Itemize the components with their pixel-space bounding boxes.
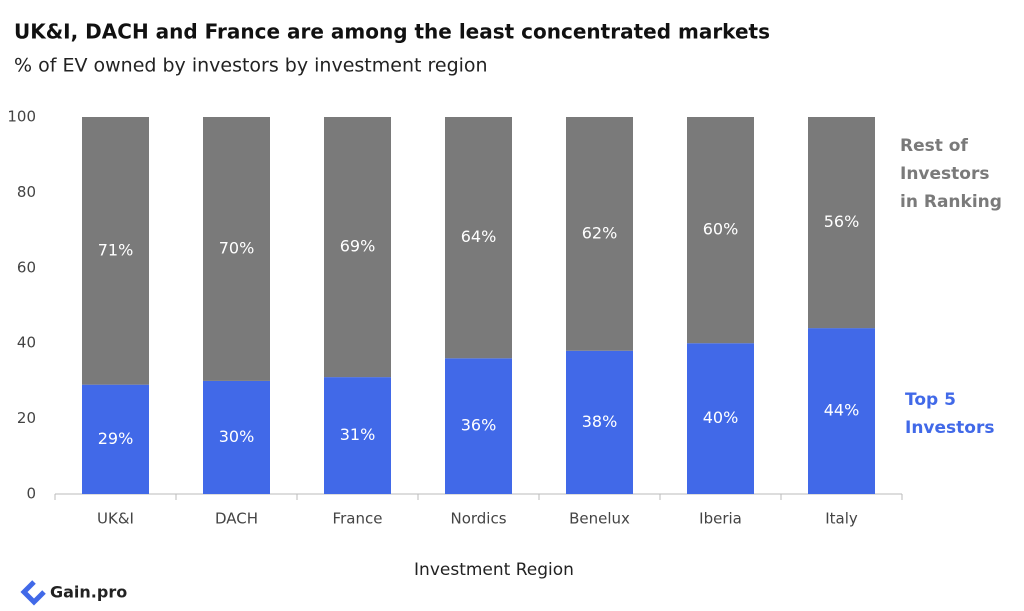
bar-segment <box>324 377 391 494</box>
y-tick-label: 0 <box>26 485 36 503</box>
y-tick-label: 100 <box>7 108 36 126</box>
value-label: 29% <box>98 429 134 448</box>
value-label: 70% <box>219 238 255 257</box>
x-tick-label: UK&I <box>97 510 134 528</box>
y-tick-label: 80 <box>17 183 36 201</box>
value-label: 64% <box>461 227 497 246</box>
x-tick-label: Italy <box>825 510 858 528</box>
x-tick-label: DACH <box>215 510 258 528</box>
bar-segment <box>203 380 270 494</box>
value-label: 60% <box>703 220 739 239</box>
bar-segment <box>687 117 754 344</box>
legend-label: Rest of Investors in Ranking <box>900 136 1002 212</box>
legend-label: Top 5 Investors <box>905 390 995 438</box>
bar-segment <box>808 117 875 329</box>
value-label: 36% <box>461 416 497 435</box>
bar-segment <box>324 117 391 378</box>
bar-segment <box>445 117 512 359</box>
bar-segment <box>445 358 512 494</box>
bar-segment <box>687 343 754 494</box>
value-label: 38% <box>582 412 618 431</box>
y-tick-label: 40 <box>17 334 36 352</box>
x-axis-title: Investment Region <box>414 560 574 580</box>
value-label: 30% <box>219 427 255 446</box>
x-tick-label: France <box>333 510 383 528</box>
value-label: 44% <box>824 401 860 420</box>
bar-segment <box>203 117 270 381</box>
bar-segment <box>808 328 875 494</box>
bar-segment <box>566 117 633 351</box>
bar-segment <box>82 384 149 494</box>
value-label: 31% <box>340 425 376 444</box>
value-label: 40% <box>703 408 739 427</box>
value-label: 71% <box>98 240 134 259</box>
logo-icon <box>20 580 46 606</box>
x-tick-label: Benelux <box>569 510 630 528</box>
x-tick-label: Nordics <box>450 510 506 528</box>
chart-subtitle: % of EV owned by investors by investment… <box>14 55 488 77</box>
bar-segment <box>82 117 149 385</box>
value-label: 62% <box>582 223 618 242</box>
chart-title: UK&I, DACH and France are among the leas… <box>14 20 770 44</box>
value-label: 69% <box>340 237 376 256</box>
x-tick-label: Iberia <box>699 510 742 528</box>
y-tick-label: 60 <box>17 258 36 276</box>
value-label: 56% <box>824 212 860 231</box>
logo-text: Gain.pro <box>50 583 127 602</box>
y-tick-label: 20 <box>17 409 36 427</box>
bar-segment <box>566 350 633 494</box>
